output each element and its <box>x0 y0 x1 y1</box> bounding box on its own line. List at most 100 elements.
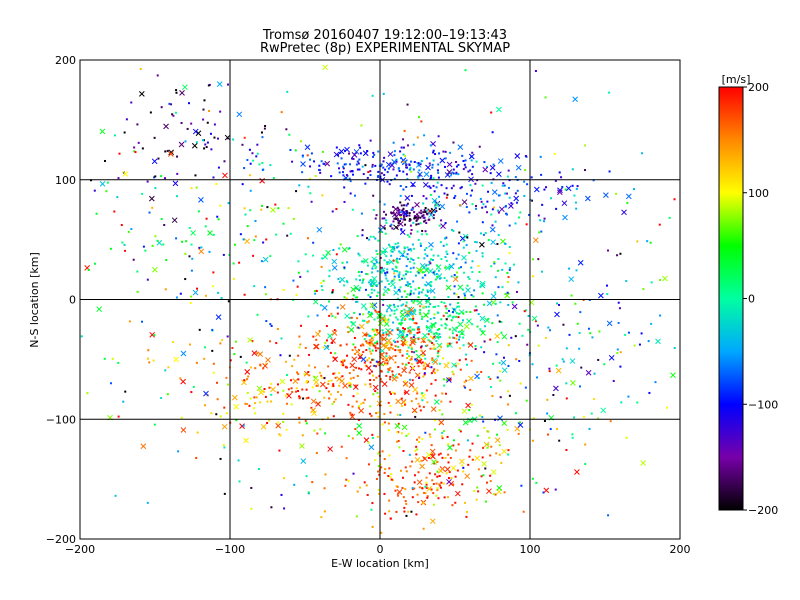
scatter-point-dot <box>117 361 120 364</box>
scatter-point-cross <box>496 106 502 113</box>
scatter-point-dot <box>452 141 455 144</box>
scatter-point-dot <box>312 335 315 338</box>
scatter-point-dot <box>526 343 529 346</box>
scatter-point-dot <box>418 291 421 294</box>
scatter-point-dot <box>299 275 302 278</box>
scatter-point-dot <box>382 319 385 322</box>
y-tick-label: 100 <box>55 174 76 187</box>
scatter-point-cross <box>425 164 431 171</box>
scatter-point-cross <box>446 161 453 168</box>
scatter-point-dot <box>350 316 353 319</box>
scatter-point-dot <box>415 453 418 456</box>
scatter-point-dot <box>574 302 577 305</box>
scatter-point-dot <box>481 292 484 295</box>
scatter-point-dot <box>468 277 471 280</box>
scatter-point-dot <box>505 192 508 195</box>
scatter-point-dot <box>438 409 441 412</box>
scatter-point-dot <box>411 184 414 187</box>
scatter-point-dot <box>324 432 327 435</box>
scatter-point-dot <box>503 184 506 187</box>
scatter-point-cross <box>380 315 386 322</box>
scatter-point-dot <box>424 210 427 213</box>
scatter-point-dot <box>104 159 107 162</box>
scatter-point-dot <box>397 207 400 210</box>
scatter-point-dot <box>506 291 509 294</box>
scatter-point-cross <box>428 212 434 218</box>
scatter-point-dot <box>479 197 482 200</box>
scatter-point-dot <box>481 416 484 419</box>
scatter-point-dot <box>390 212 393 215</box>
scatter-point-dot <box>358 367 361 370</box>
scatter-point-dot <box>646 240 649 243</box>
scatter-point-dot <box>290 403 293 406</box>
scatter-point-dot <box>223 492 226 495</box>
scatter-point-cross <box>333 151 340 158</box>
scatter-point-dot <box>276 327 279 330</box>
scatter-point-dot <box>424 219 427 222</box>
y-axis-label: N-S location [km] <box>28 252 41 348</box>
scatter-point-dot <box>450 275 453 278</box>
scatter-point-dot <box>93 189 96 192</box>
scatter-point-cross <box>207 230 213 236</box>
scatter-point-dot <box>409 465 412 468</box>
scatter-point-dot <box>469 449 472 452</box>
scatter-point-dot <box>361 319 364 322</box>
scatter-point-dot <box>301 155 304 158</box>
scatter-point-dot <box>382 92 385 95</box>
scatter-point-cross <box>410 181 416 188</box>
scatter-point-dot <box>498 361 501 364</box>
scatter-point-dot <box>428 209 431 212</box>
scatter-point-dot <box>409 326 412 329</box>
scatter-point-dot <box>245 361 248 364</box>
scatter-point-dot <box>455 165 458 168</box>
scatter-point-dot <box>356 326 359 329</box>
scatter-point-dot <box>476 371 479 374</box>
scatter-point-dot <box>389 411 392 414</box>
scatter-point-dot <box>334 352 337 355</box>
scatter-point-cross <box>215 314 222 321</box>
scatter-point-dot <box>392 220 395 223</box>
scatter-point-dot <box>507 303 510 306</box>
scatter-point-dot <box>380 163 383 166</box>
scatter-point-dot <box>404 500 407 503</box>
scatter-point-dot <box>400 304 403 307</box>
scatter-point-dot <box>464 261 467 264</box>
scatter-point-dot <box>327 382 330 385</box>
scatter-point-dot <box>401 362 404 365</box>
scatter-point-dot <box>352 376 355 379</box>
scatter-point-cross <box>479 241 485 248</box>
scatter-point-dot <box>430 382 433 385</box>
scatter-point-dot <box>410 299 413 302</box>
scatter-point-dot <box>481 330 484 333</box>
scatter-point-dot <box>243 379 246 382</box>
scatter-point-cross <box>338 148 345 155</box>
scatter-point-dot <box>389 346 392 349</box>
scatter-point-dot <box>373 307 376 310</box>
scatter-point-dot <box>396 440 399 443</box>
scatter-point-dot <box>382 210 385 213</box>
scatter-point-dot <box>389 245 392 248</box>
scatter-point-dot <box>366 359 369 362</box>
scatter-point-dot <box>377 415 380 418</box>
scatter-point-dot <box>407 327 410 330</box>
scatter-point-dot <box>432 184 435 187</box>
scatter-point-dot <box>381 337 384 340</box>
scatter-point-dot <box>475 204 478 207</box>
scatter-point-cross <box>244 238 250 245</box>
scatter-point-cross <box>404 309 411 316</box>
scatter-point-dot <box>457 173 460 176</box>
scatter-point-dot <box>253 412 256 415</box>
scatter-point-cross <box>443 362 450 369</box>
scatter-point-dot <box>387 334 390 337</box>
scatter-point-dot <box>480 346 483 349</box>
scatter-point-dot <box>558 439 561 442</box>
scatter-point-dot <box>323 376 326 379</box>
scatter-point-dot <box>580 366 583 369</box>
scatter-point-dot <box>434 473 437 476</box>
scatter-point-dot <box>479 285 482 288</box>
scatter-point-dot <box>351 173 354 176</box>
scatter-point-dot <box>386 171 389 174</box>
scatter-point-dot <box>359 356 362 359</box>
scatter-point-dot <box>215 183 218 186</box>
scatter-point-dot <box>426 209 429 212</box>
